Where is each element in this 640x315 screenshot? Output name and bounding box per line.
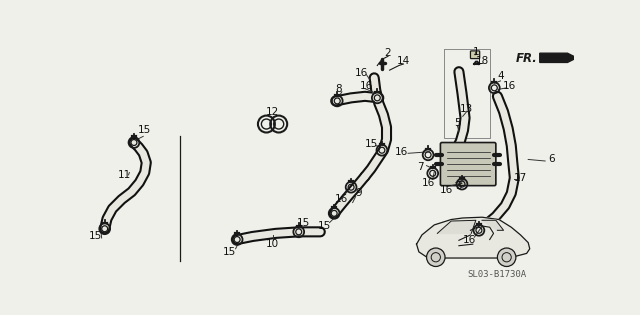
Text: 16: 16 [335, 194, 349, 204]
Text: 14: 14 [397, 56, 410, 66]
Text: 15: 15 [138, 125, 152, 135]
Text: 9: 9 [355, 188, 362, 198]
Text: 16: 16 [422, 178, 435, 187]
Text: 3: 3 [456, 180, 462, 191]
Text: 7: 7 [417, 162, 424, 172]
Polygon shape [482, 220, 504, 230]
Text: 11: 11 [117, 170, 131, 180]
Text: 16: 16 [396, 147, 408, 157]
Circle shape [497, 248, 516, 266]
FancyBboxPatch shape [470, 51, 480, 59]
Text: 2: 2 [385, 48, 392, 58]
FancyArrow shape [540, 53, 577, 62]
Text: 16: 16 [355, 68, 369, 78]
Text: 1: 1 [472, 47, 479, 57]
Text: 15: 15 [89, 232, 102, 242]
Text: 4: 4 [497, 71, 504, 81]
Text: 12: 12 [266, 107, 279, 117]
Text: FR.: FR. [516, 52, 538, 65]
FancyBboxPatch shape [440, 142, 496, 186]
Text: 16: 16 [360, 81, 373, 90]
Polygon shape [417, 217, 530, 258]
Text: 15: 15 [365, 139, 378, 149]
Text: 6: 6 [548, 154, 555, 164]
Text: 5: 5 [454, 117, 461, 128]
Circle shape [426, 248, 445, 266]
Text: 8: 8 [335, 83, 342, 94]
Text: 16: 16 [503, 81, 516, 90]
Text: 18: 18 [476, 56, 488, 66]
Text: 10: 10 [266, 239, 279, 249]
Text: SL03-B1730A: SL03-B1730A [468, 271, 527, 279]
Text: 15: 15 [297, 218, 310, 228]
Text: 16: 16 [440, 185, 453, 195]
Text: 15: 15 [318, 221, 332, 231]
Text: 16: 16 [463, 235, 476, 244]
Text: 13: 13 [460, 104, 473, 114]
Text: 15: 15 [223, 247, 236, 257]
Polygon shape [437, 220, 476, 233]
Text: 17: 17 [514, 173, 527, 183]
